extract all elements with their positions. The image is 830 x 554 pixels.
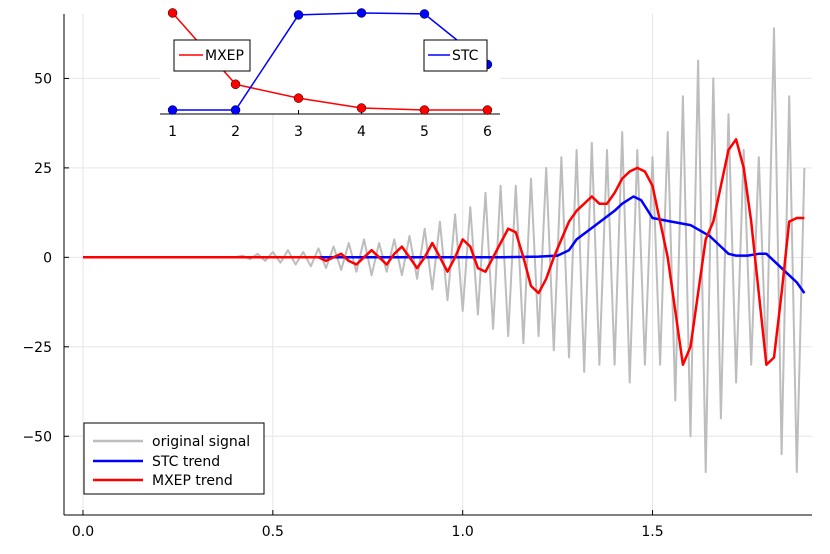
legend-label-original: original signal: [152, 434, 250, 450]
x-tick-label: 1.0: [452, 524, 474, 540]
y-tick-label: 50: [34, 71, 52, 87]
inset-point-mxep: [482, 105, 493, 115]
inset-legend-mxep: MXEP: [173, 39, 251, 72]
y-tick-label: 0: [43, 250, 52, 266]
inset-x-tick-label: 4: [357, 124, 366, 140]
series-line-mxep-trend: [83, 138, 805, 366]
inset-point-mxep: [167, 8, 178, 18]
inset-x-tick-label: 2: [231, 124, 240, 140]
inset-series-line-stc: [172, 12, 488, 111]
legend-label-mxep: MXEP trend: [152, 473, 233, 489]
inset-series: [167, 8, 493, 115]
main-legend: original signal STC trend MXEP trend: [83, 422, 265, 495]
inset-legend-stc-box: [423, 39, 488, 72]
inset-x-tick-label: 3: [294, 124, 303, 140]
inset-point-stc: [419, 9, 430, 19]
inset-point-stc: [230, 105, 241, 115]
inset-series-line-mxep: [172, 12, 488, 111]
y-tick-label: −25: [22, 340, 52, 356]
y-tick-label: 25: [34, 161, 52, 177]
series-line-original-signal: [83, 27, 806, 474]
inset-legend-mxep-label: MXEP: [205, 48, 244, 64]
inset-point-stc: [167, 105, 178, 115]
inset-point-mxep: [419, 105, 430, 115]
main-x-ticks: 0.0 0.5 1.0 1.5: [72, 510, 664, 540]
inset-legend-stc-label: STC: [452, 48, 479, 64]
legend-label-stc: STC trend: [152, 454, 220, 470]
x-tick-label: 0.5: [262, 524, 284, 540]
main-y-ticks: −50 −25 0 25 50: [22, 71, 69, 445]
inset-point-mxep: [356, 103, 367, 113]
inset-point-mxep: [230, 79, 241, 90]
inset-legend-stc: STC: [423, 39, 488, 72]
inset-x-tick-label: 6: [483, 124, 492, 140]
inset-x-tick-label: 5: [420, 124, 429, 140]
inset-plot: 1 2 3 4 5 6 MXEP STC: [160, 0, 500, 140]
y-tick-label: −50: [22, 429, 52, 445]
inset-x-tick-label: 1: [168, 124, 177, 140]
series-line-stc-trend: [83, 195, 806, 294]
x-tick-label: 0.0: [72, 524, 94, 540]
main-series: [83, 27, 806, 474]
main-legend-box: [83, 422, 265, 495]
x-tick-label: 1.5: [641, 524, 663, 540]
inset-point-stc: [293, 10, 304, 20]
inset-point-mxep: [293, 93, 304, 103]
inset-point-stc: [356, 8, 367, 18]
